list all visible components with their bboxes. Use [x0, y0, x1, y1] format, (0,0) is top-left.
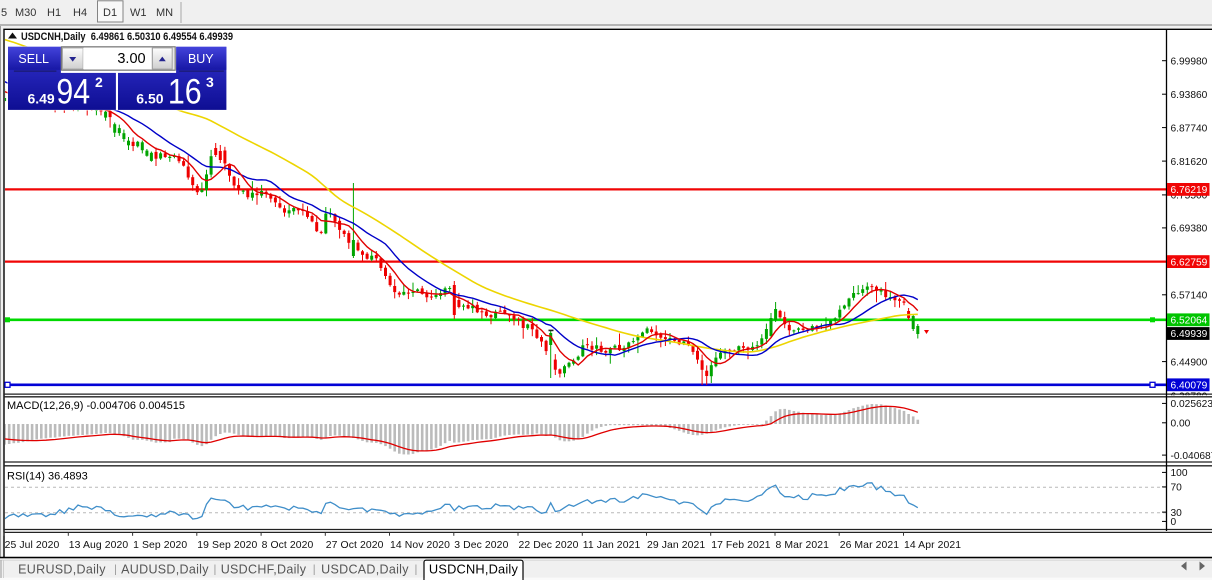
- svg-text:MN: MN: [156, 7, 173, 19]
- svg-text:6.99980: 6.99980: [1171, 56, 1208, 67]
- svg-text:26 Mar 2021: 26 Mar 2021: [840, 540, 900, 551]
- svg-text:6.38780: 6.38780: [1171, 391, 1208, 402]
- svg-text:27 Oct 2020: 27 Oct 2020: [326, 540, 384, 551]
- svg-text:6.50: 6.50: [136, 90, 163, 106]
- svg-text:30: 30: [1171, 508, 1183, 519]
- svg-text:8 Oct 2020: 8 Oct 2020: [262, 540, 314, 551]
- svg-text:100: 100: [1171, 468, 1188, 479]
- svg-text:USDCAD,Daily: USDCAD,Daily: [321, 563, 409, 577]
- svg-text:6.49939: 6.49939: [1171, 329, 1208, 340]
- svg-text:25 Jul 2020: 25 Jul 2020: [5, 540, 60, 551]
- svg-text:0.025623: 0.025623: [1171, 399, 1212, 410]
- svg-text:H4: H4: [73, 7, 87, 19]
- svg-text:17 Feb 2021: 17 Feb 2021: [711, 540, 771, 551]
- svg-text:AUDUSD,Daily: AUDUSD,Daily: [121, 563, 209, 577]
- svg-text:8 Mar 2021: 8 Mar 2021: [776, 540, 830, 551]
- svg-text:6.52064: 6.52064: [1171, 316, 1208, 327]
- svg-text:29 Jan 2021: 29 Jan 2021: [647, 540, 705, 551]
- svg-text:|: |: [414, 564, 417, 576]
- svg-text:22 Dec 2020: 22 Dec 2020: [519, 540, 579, 551]
- svg-text:|: |: [114, 564, 117, 576]
- svg-text:70: 70: [1171, 483, 1183, 494]
- svg-text:3: 3: [206, 74, 214, 90]
- svg-text:BUY: BUY: [188, 52, 214, 66]
- svg-text:6.57140: 6.57140: [1171, 291, 1208, 302]
- svg-text:5: 5: [1, 7, 7, 19]
- svg-text:0: 0: [1171, 517, 1177, 528]
- svg-text:H1: H1: [47, 7, 61, 19]
- svg-text:1 Sep 2020: 1 Sep 2020: [133, 540, 187, 551]
- svg-text:3.00: 3.00: [117, 51, 145, 67]
- svg-text:6.93860: 6.93860: [1171, 90, 1208, 101]
- svg-text:6.40079: 6.40079: [1171, 381, 1208, 392]
- svg-text:RSI(14) 36.4893: RSI(14) 36.4893: [7, 471, 88, 483]
- svg-text:19 Sep 2020: 19 Sep 2020: [197, 540, 257, 551]
- svg-text:11 Jan 2021: 11 Jan 2021: [583, 540, 641, 551]
- svg-text:3 Dec 2020: 3 Dec 2020: [454, 540, 508, 551]
- svg-text:USDCHF,Daily: USDCHF,Daily: [221, 563, 307, 577]
- svg-text:14 Nov 2020: 14 Nov 2020: [390, 540, 450, 551]
- svg-text:6.81620: 6.81620: [1171, 157, 1208, 168]
- svg-text:6.62759: 6.62759: [1171, 257, 1208, 268]
- svg-text:M30: M30: [15, 7, 36, 19]
- svg-text:SELL: SELL: [18, 52, 49, 66]
- svg-text:0.00: 0.00: [1171, 419, 1191, 430]
- svg-text:-0.040687: -0.040687: [1171, 451, 1212, 462]
- svg-text:W1: W1: [130, 7, 147, 19]
- svg-text:EURUSD,Daily: EURUSD,Daily: [18, 563, 106, 577]
- svg-text:94: 94: [56, 72, 90, 111]
- svg-text:6.69380: 6.69380: [1171, 224, 1208, 235]
- svg-text:USDCNH,Daily: USDCNH,Daily: [429, 562, 519, 577]
- svg-text:2: 2: [95, 74, 103, 90]
- svg-text:16: 16: [168, 72, 202, 111]
- svg-text:6.49: 6.49: [27, 90, 54, 106]
- svg-text:6.87740: 6.87740: [1171, 123, 1208, 134]
- svg-text:6.76219: 6.76219: [1171, 185, 1208, 196]
- svg-text:D1: D1: [103, 7, 117, 19]
- svg-text:|: |: [213, 564, 216, 576]
- svg-text:6.44900: 6.44900: [1171, 357, 1208, 368]
- svg-text:14 Apr 2021: 14 Apr 2021: [904, 540, 961, 551]
- svg-text:|: |: [313, 564, 316, 576]
- svg-text:13 Aug 2020: 13 Aug 2020: [69, 540, 129, 551]
- svg-text:USDCNH,Daily 6.49861 6.50310: USDCNH,Daily 6.49861 6.50310 6.49554 6.4…: [21, 31, 233, 43]
- svg-text:6.75500: 6.75500: [1171, 191, 1208, 202]
- svg-text:MACD(12,26,9) -0.004706 0.0045: MACD(12,26,9) -0.004706 0.004515: [7, 400, 185, 412]
